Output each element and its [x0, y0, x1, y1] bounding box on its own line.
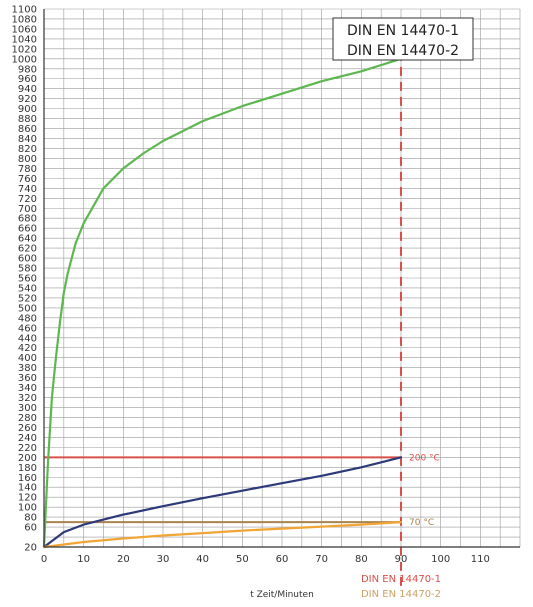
y-tick-label: 760: [18, 174, 37, 185]
y-tick-label: 840: [18, 134, 37, 145]
y-tick-label: 1000: [12, 54, 37, 65]
y-tick-label: 260: [18, 423, 37, 434]
y-tick-label: 660: [18, 224, 37, 235]
x-tick-label: 80: [355, 554, 368, 565]
y-tick-label: 460: [18, 323, 37, 334]
y-tick-label: 320: [18, 393, 37, 404]
x-tick-label: 40: [196, 554, 209, 565]
y-tick-label: 360: [18, 373, 37, 384]
x-tick-label: 10: [77, 554, 90, 565]
footer-label-2: DIN EN 14470-2: [361, 589, 441, 600]
legend-entry-1: DIN EN 14470-1: [347, 23, 459, 39]
y-tick-label: 220: [18, 443, 37, 454]
y-tick-label: 920: [18, 94, 37, 105]
y-tick-label: 780: [18, 164, 37, 175]
y-tick-label: 620: [18, 244, 37, 255]
y-tick-label: 560: [18, 274, 37, 285]
y-tick-label: 440: [18, 333, 37, 344]
y-tick-label: 200: [18, 453, 37, 464]
x-tick-labels: 0 10 20 30 40 50 60 70 80 90 100 110: [41, 554, 490, 565]
legend-box: [332, 17, 474, 61]
y-tick-label: 1080: [12, 14, 37, 25]
y-tick-label: 300: [18, 403, 37, 414]
y-tick-label: 580: [18, 264, 37, 275]
y-tick-label: 720: [18, 194, 37, 205]
series-line-2: [42, 456, 403, 549]
reference-label-70: 70 °C: [409, 518, 434, 528]
y-tick-label: 140: [18, 483, 37, 494]
y-tick-label: 420: [18, 343, 37, 354]
series-line-3: [42, 520, 403, 549]
y-tick-label: 600: [18, 254, 37, 265]
y-tick-label: 740: [18, 184, 37, 195]
y-tick-label: 820: [18, 144, 37, 155]
x-tick-label: 60: [276, 554, 289, 565]
y-tick-label: 500: [18, 303, 37, 314]
x-tick-label: 70: [315, 554, 328, 565]
y-tick-label: 860: [18, 124, 37, 135]
x-axis-title: t Zeit/Minuten: [250, 590, 314, 600]
y-tick-label: 540: [18, 283, 37, 294]
legend-entry-2: DIN EN 14470-2: [347, 43, 459, 59]
y-tick-label: 800: [18, 154, 37, 165]
y-tick-label: 1100: [12, 5, 37, 16]
y-tick-label: 700: [18, 204, 37, 215]
y-tick-label: 160: [18, 473, 37, 484]
axes: [43, 9, 520, 548]
y-tick-label: 380: [18, 363, 37, 374]
y-tick-label: 960: [18, 74, 37, 85]
legend: DIN EN 14470-1 DIN EN 14470-2: [332, 17, 474, 61]
y-tick-label: 480: [18, 313, 37, 324]
y-tick-label: 1020: [12, 44, 37, 55]
y-tick-label: 100: [18, 503, 37, 514]
y-tick-label: 400: [18, 353, 37, 364]
y-tick-label: 520: [18, 293, 37, 304]
y-tick-label: 940: [18, 84, 37, 95]
y-tick-label: 980: [18, 64, 37, 75]
y-tick-label: 900: [18, 104, 37, 115]
y-tick-label: 340: [18, 383, 37, 394]
y-tick-labels: 2060801001201401601802002202402602803003…: [12, 5, 37, 554]
reference-label-200: 200 °C: [409, 453, 440, 463]
x-tick-label: 90: [395, 554, 408, 565]
y-tick-label: 880: [18, 114, 37, 125]
grid: [43, 8, 521, 548]
footer-label-1: DIN EN 14470-1: [361, 574, 441, 585]
x-tick-label: 50: [236, 554, 249, 565]
x-tick-label: 110: [471, 554, 490, 565]
y-tick-label: 1060: [12, 24, 37, 35]
y-tick-label: 120: [18, 493, 37, 504]
y-tick-label: 180: [18, 463, 37, 474]
y-tick-label: 20: [24, 543, 37, 554]
reference-lines: [44, 36, 402, 586]
x-tick-label: 0: [41, 554, 47, 565]
series-line-1: [42, 57, 403, 549]
series-group: [42, 57, 403, 549]
y-tick-label: 280: [18, 413, 37, 424]
y-tick-label: 80: [24, 513, 37, 524]
x-tick-label: 20: [117, 554, 130, 565]
y-tick-label: 640: [18, 234, 37, 245]
y-tick-label: 680: [18, 214, 37, 225]
x-tick-label: 30: [157, 554, 170, 565]
y-tick-label: 60: [24, 523, 37, 534]
x-tick-label: 100: [431, 554, 450, 565]
y-tick-label: 1040: [12, 34, 37, 45]
y-tick-label: 240: [18, 433, 37, 444]
